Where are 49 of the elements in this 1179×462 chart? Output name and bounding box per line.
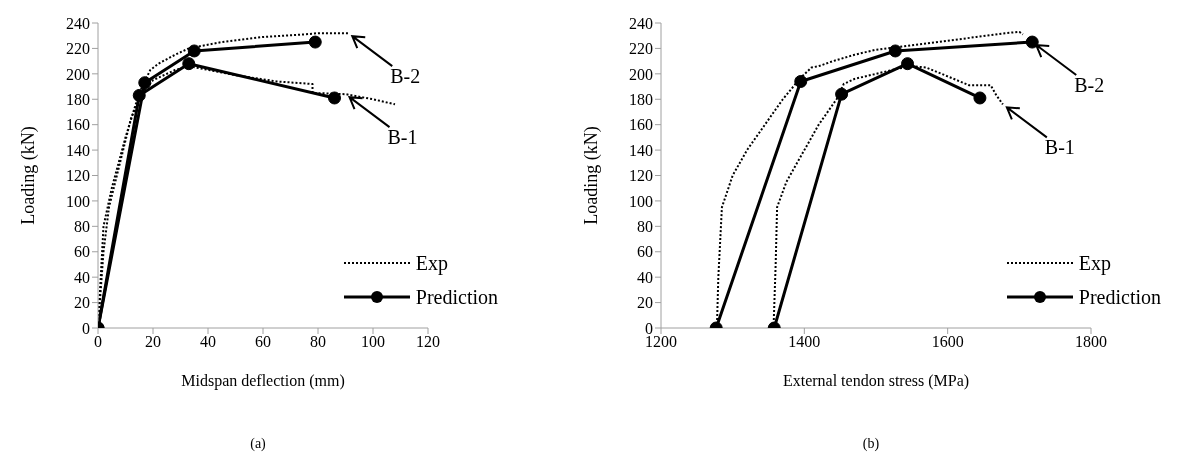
- legend-label: Prediction: [415, 285, 498, 309]
- y-tick-label: 140: [66, 141, 90, 159]
- y-tick-label: 80: [74, 218, 90, 236]
- annotation: B-1: [1044, 136, 1075, 159]
- x-tick-label: 80: [310, 333, 326, 351]
- x-tick-label: 40: [200, 333, 216, 351]
- y-tick-label: 40: [74, 268, 90, 286]
- y-tick-label: 220: [66, 40, 90, 58]
- y-tick-label: 0: [82, 319, 90, 337]
- y-tick-label: 100: [66, 192, 90, 210]
- y-tick-label: 160: [66, 116, 90, 134]
- y-tick-label: 180: [629, 90, 653, 108]
- x-tick-label: 0: [94, 333, 102, 351]
- x-tick-label: 1600: [931, 333, 964, 351]
- text: (b): [861, 436, 881, 452]
- x-tick-label: 1400: [788, 333, 821, 351]
- y-tick-label: 180: [66, 90, 90, 108]
- y-tick-label: 200: [629, 65, 653, 83]
- y-tick-label: 240: [629, 14, 653, 32]
- y-tick-label: 200: [66, 65, 90, 83]
- annotation: B-2: [1074, 74, 1105, 97]
- text: (a): [249, 436, 267, 452]
- y-tick-label: 220: [629, 40, 653, 58]
- x-tick-label: 60: [255, 333, 271, 351]
- y-tick-label: 20: [637, 294, 653, 312]
- y-tick-label: 20: [74, 294, 90, 312]
- y-tick-label: 140: [629, 141, 653, 159]
- y-tick-label: 80: [637, 218, 653, 236]
- x-tick-label: 1800: [1075, 333, 1107, 351]
- y-tick-label: 60: [74, 243, 90, 261]
- y-tick-label: 120: [629, 167, 653, 185]
- y-tick-label: 160: [629, 116, 653, 134]
- x-axis-title: External tendon stress (MPa): [782, 372, 970, 390]
- annotation: B-2: [390, 65, 421, 88]
- x-tick-label: 120: [416, 333, 440, 351]
- y-tick-label: 100: [629, 192, 653, 210]
- y-axis-title: Loading (kN): [18, 126, 40, 225]
- y-tick-label: 120: [66, 167, 90, 185]
- annotation: B-1: [387, 126, 418, 149]
- y-tick-label: 60: [637, 243, 653, 261]
- x-axis-title: Midspan deflection (mm): [181, 372, 345, 390]
- y-tick-label: 40: [637, 268, 653, 286]
- y-axis-title: Loading (kN): [581, 126, 603, 225]
- x-tick-label: 20: [145, 333, 161, 351]
- legend-label: Exp: [415, 251, 448, 275]
- x-tick-label: 100: [361, 333, 385, 351]
- legend-label: Prediction: [1078, 285, 1161, 309]
- legend-label: Exp: [1078, 251, 1111, 275]
- y-tick-label: 240: [66, 14, 90, 32]
